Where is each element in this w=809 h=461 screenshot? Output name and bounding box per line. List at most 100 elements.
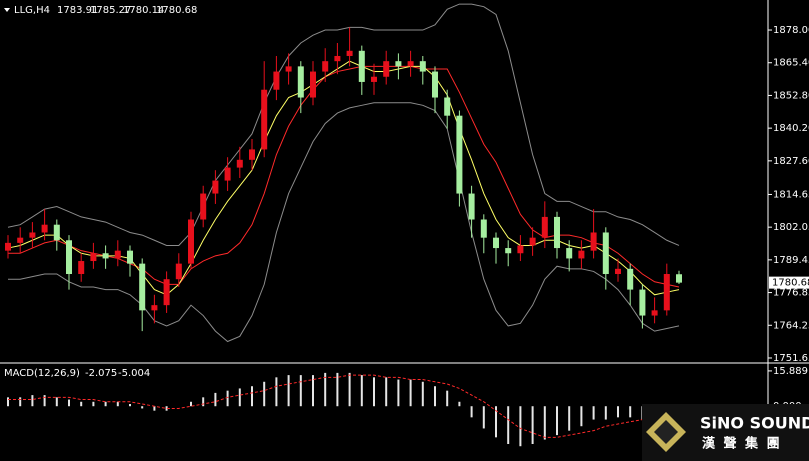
menu-triangle: [4, 8, 10, 12]
logo-icon-inner: [654, 420, 678, 444]
macd-bar: [507, 406, 510, 444]
macd-bar: [556, 406, 558, 436]
macd-bar: [470, 406, 473, 418]
logo: SiNO SOUND 漢 聲 集 團: [642, 404, 809, 461]
macd-bar: [238, 388, 241, 407]
candle-body: [41, 224, 48, 233]
candle-body: [639, 289, 646, 316]
candle-body: [615, 268, 621, 275]
candle-body: [273, 71, 280, 90]
candle-body: [175, 263, 182, 280]
macd-bar: [373, 377, 375, 407]
y-tick-label: 1827.60: [773, 156, 809, 167]
candle-body: [468, 193, 475, 220]
candle-body: [322, 61, 329, 72]
macd-bar: [263, 381, 266, 407]
macd-bar: [226, 390, 229, 407]
candle-body: [151, 305, 158, 311]
candle-body: [66, 240, 72, 275]
macd-bar: [251, 386, 253, 407]
candle-body: [188, 219, 194, 264]
indicator-line: [8, 65, 680, 288]
macd-bar: [568, 406, 571, 431]
candle-body: [236, 159, 243, 168]
candle-body: [456, 115, 463, 194]
candle-body: [334, 55, 341, 62]
candle-body: [554, 216, 560, 249]
candle-body: [102, 253, 109, 259]
candle-body: [395, 61, 402, 67]
macd-bar: [629, 406, 632, 418]
logo-name: SiNO SOUND: [700, 414, 809, 433]
candle-body: [310, 71, 316, 98]
candle-body: [627, 268, 634, 290]
candle-body: [139, 263, 146, 311]
y-tick-label: 1814.65: [773, 189, 809, 200]
y-tick-label: 1789.45: [773, 255, 809, 266]
macd-bar: [336, 372, 339, 407]
macd-bar: [80, 401, 83, 407]
candle-body: [261, 89, 268, 150]
macd-bar: [360, 375, 363, 407]
candle-body: [5, 242, 11, 251]
indicator-line: [8, 102, 680, 343]
macd-bar: [31, 395, 34, 407]
macd-bar: [482, 406, 485, 429]
macd-bar: [214, 392, 217, 407]
macd-bar: [275, 377, 278, 407]
macd-bar: [604, 406, 607, 420]
candle-body: [297, 66, 304, 98]
candle-body: [444, 97, 451, 116]
macd-bar: [543, 406, 546, 440]
macd-bar: [385, 377, 388, 407]
macd-bar: [446, 390, 449, 407]
candle-body: [541, 216, 548, 238]
candle-body: [285, 66, 292, 72]
macd-bar: [19, 397, 22, 407]
candle-body: [493, 237, 499, 249]
macd-bar: [92, 401, 95, 407]
candle-body: [505, 248, 512, 254]
candle-body: [517, 245, 524, 254]
candle-body: [90, 253, 97, 262]
macd-bar: [519, 406, 522, 447]
candle-body: [200, 193, 207, 220]
candle-body: [480, 219, 487, 238]
macd-bar: [202, 397, 205, 407]
macd-bar: [190, 401, 192, 407]
candle-body: [163, 279, 170, 306]
indicator-line: [7, 3, 680, 246]
candle-body: [346, 50, 353, 56]
macd-bar: [495, 406, 497, 438]
candle-body: [371, 76, 377, 82]
y-tick-label: 1776.85: [773, 288, 809, 299]
y-tick-label: 1878.00: [773, 25, 809, 36]
macd-bar: [397, 379, 400, 407]
macd-bar: [348, 372, 351, 407]
macd-bar: [7, 397, 9, 407]
candle-body: [249, 149, 255, 160]
candle-body: [383, 61, 390, 77]
indicator-title: MACD(12,26,9): [4, 368, 80, 379]
candle-body: [224, 167, 231, 181]
candle-body: [358, 50, 365, 82]
chart-title: LLG,H4: [14, 5, 50, 16]
macd-bar: [592, 406, 595, 420]
candle-body: [127, 250, 133, 264]
macd-bar: [129, 404, 131, 407]
y-tick-label: 1751.65: [773, 353, 809, 364]
candle-body: [29, 232, 36, 238]
y-tick-label: 1802.05: [773, 222, 809, 233]
y-tick-label: 1852.80: [773, 90, 809, 101]
signal-line: [8, 374, 680, 438]
macd-bar: [580, 406, 583, 427]
candle-body: [529, 237, 536, 246]
candle-body: [663, 274, 670, 311]
macd-bar: [165, 406, 168, 411]
macd-bar: [409, 379, 412, 407]
macd-bar: [299, 375, 302, 407]
y-tick-label: 15.889: [773, 366, 808, 377]
